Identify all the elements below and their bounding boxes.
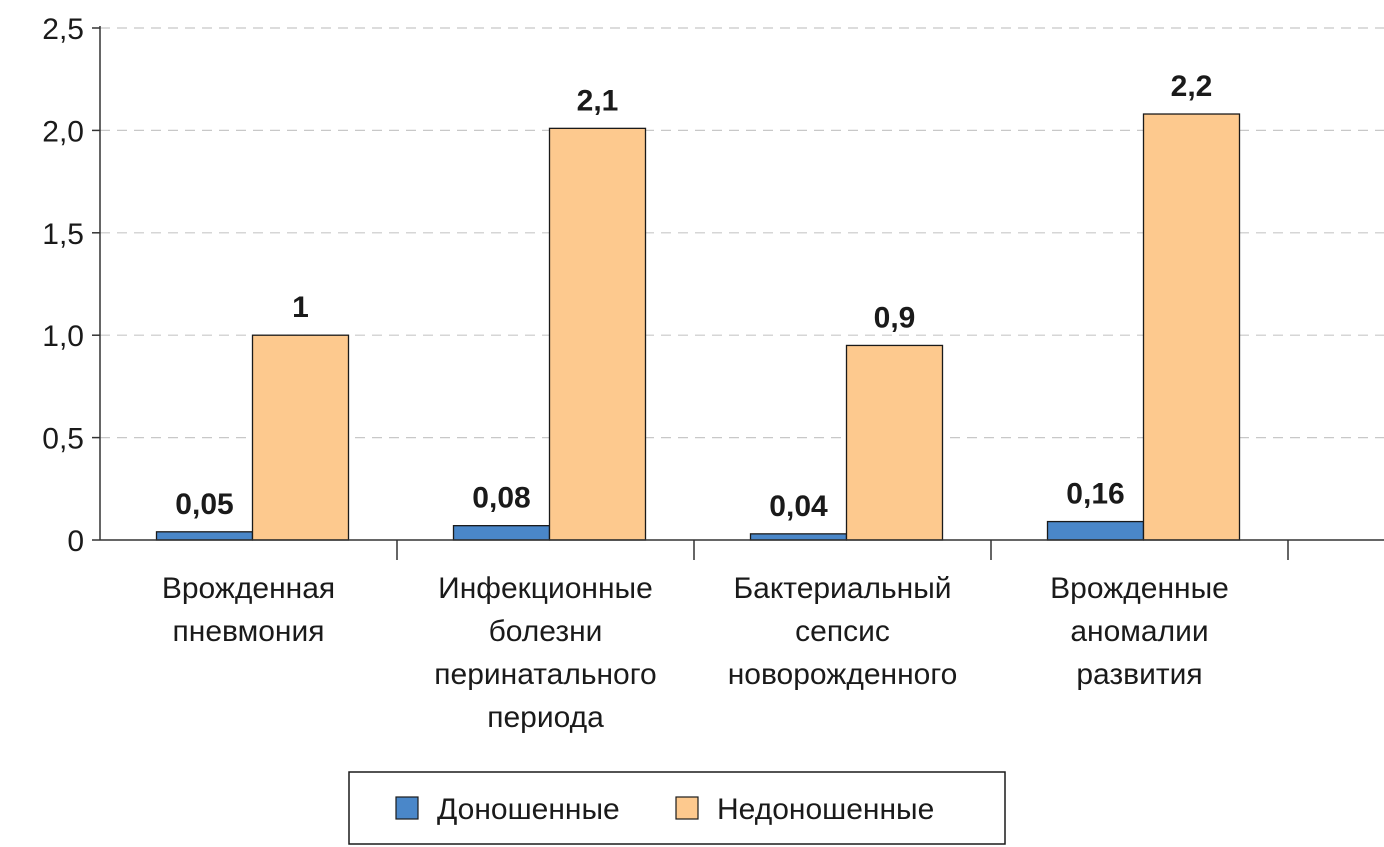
- bar: [452, 525, 551, 541]
- bar: [749, 533, 848, 541]
- x-category-label-line: новорожденного: [728, 658, 958, 691]
- y-tick-label: 2,5: [42, 13, 84, 46]
- data-labels: 0,05 1 0,08 2,1 0,04 0,9 0,16 2,2: [175, 70, 1212, 523]
- y-axis-ticks: 0 0,5 1,0 1,5 2,0 2,5: [42, 13, 100, 558]
- y-tick-label: 1,5: [42, 218, 84, 251]
- data-label: 0,04: [769, 490, 828, 523]
- x-axis-categories: Врожденная пневмония Инфекционные болезни пе…: [162, 572, 1229, 734]
- data-label: 2,2: [1171, 70, 1213, 103]
- y-tick-label: 1,0: [42, 320, 84, 353]
- data-label: 0,9: [874, 301, 916, 334]
- data-label: 0,16: [1066, 478, 1124, 511]
- bars: [155, 113, 1241, 541]
- x-category-label-line: пневмония: [173, 615, 325, 648]
- y-tick-label: 0,5: [42, 423, 84, 456]
- x-category-label-line: перинатального: [434, 658, 656, 691]
- x-category-label-line: Врожденные: [1050, 572, 1229, 605]
- x-category-label-line: аномалии: [1070, 615, 1208, 648]
- x-category-label-line: периода: [487, 701, 604, 734]
- x-category-label: Врожденная пневмония: [162, 572, 335, 648]
- x-category-label-line: развития: [1076, 658, 1202, 691]
- bar: [1046, 520, 1145, 541]
- legend-label: Недоношенные: [717, 793, 934, 826]
- x-category-label: Инфекционные болезни перинатального периода: [434, 572, 656, 734]
- data-label: 0,08: [472, 482, 530, 515]
- y-tick-label: 2,0: [42, 115, 84, 148]
- bar: [548, 127, 647, 541]
- bar: [845, 344, 944, 541]
- bar: [1142, 113, 1241, 541]
- x-category-label-line: Бактериальный: [733, 572, 951, 605]
- data-label: 1: [292, 291, 309, 324]
- data-label: 0,05: [175, 488, 233, 521]
- x-category-label: Бактериальный сепсис новорожденного: [728, 572, 958, 691]
- x-category-label-line: сепсис: [795, 615, 890, 648]
- x-category-label-line: болезни: [489, 615, 603, 648]
- legend: Доношенные Недоношенные: [348, 771, 1006, 845]
- y-tick-label: 0: [67, 525, 84, 558]
- bar: [155, 531, 254, 541]
- x-category-label-line: Инфекционные: [438, 572, 653, 605]
- legend-swatch: [675, 796, 699, 820]
- legend-swatch: [395, 796, 419, 820]
- x-category-label-line: Врожденная: [162, 572, 335, 605]
- bar: [251, 334, 350, 541]
- axes: [99, 26, 1384, 560]
- legend-label: Доношенные: [437, 793, 620, 826]
- data-label: 2,1: [577, 84, 619, 117]
- x-category-label: Врожденные аномалии развития: [1050, 572, 1229, 691]
